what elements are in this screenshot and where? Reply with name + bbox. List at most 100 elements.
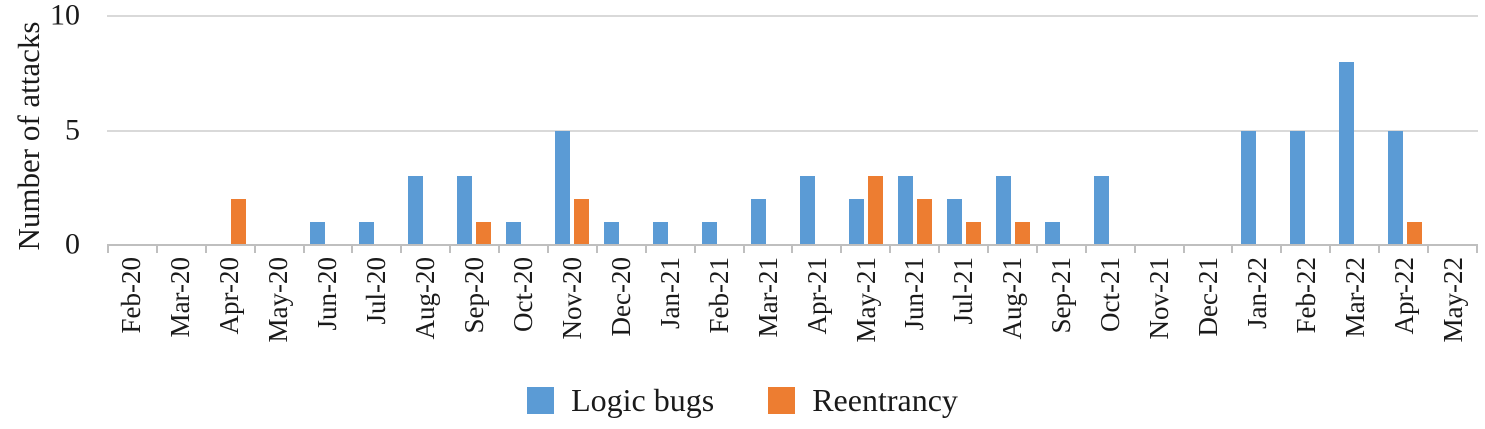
- x-label-jul-20: Jul-20: [360, 257, 391, 325]
- x-label-cell-apr-21: Apr-21: [793, 257, 842, 362]
- x-tick: [989, 246, 1038, 253]
- category-jun-20: [303, 16, 352, 245]
- bar-logic-bugs-mar-21: [751, 199, 767, 245]
- category-may-21: [842, 16, 891, 245]
- x-label-mar-22: Mar-22: [1340, 257, 1371, 338]
- x-tick: [1282, 246, 1332, 253]
- category-mar-22: [1331, 16, 1380, 245]
- x-label-jan-21: Jan-21: [654, 257, 685, 329]
- bar-reentrancy-apr-20: [231, 199, 247, 245]
- x-label-oct-20: Oct-20: [507, 257, 538, 332]
- bar-logic-bugs-feb-22: [1289, 130, 1305, 245]
- legend-swatch-logic-bugs: [527, 386, 555, 414]
- legend-label-logic-bugs: Logic bugs: [571, 382, 715, 418]
- x-label-cell-jun-21: Jun-21: [891, 257, 940, 362]
- x-tick: [158, 246, 207, 253]
- x-tick: [1233, 246, 1283, 253]
- bar-logic-bugs-oct-21: [1093, 176, 1109, 245]
- x-label-may-20: May-20: [262, 257, 293, 343]
- x-label-feb-22: Feb-22: [1291, 257, 1322, 334]
- bar-logic-bugs-sep-20: [457, 176, 473, 245]
- category-oct-21: [1086, 16, 1135, 245]
- x-tick: [305, 246, 354, 253]
- x-tick: [793, 246, 843, 253]
- x-label-aug-21: Aug-21: [997, 257, 1028, 340]
- bar-logic-bugs-jul-21: [946, 199, 962, 245]
- x-tick: [1038, 246, 1087, 253]
- bar-logic-bugs-jan-22: [1240, 130, 1256, 245]
- category-jan-22: [1233, 16, 1282, 245]
- bar-logic-bugs-jun-21: [897, 176, 913, 245]
- plot-area: [107, 15, 1478, 246]
- legend: Logic bugs Reentrancy: [0, 378, 1485, 422]
- x-label-mar-21: Mar-21: [752, 257, 783, 338]
- legend-item-logic-bugs: Logic bugs: [527, 384, 714, 416]
- x-label-mar-20: Mar-20: [164, 257, 195, 338]
- x-label-cell-nov-21: Nov-21: [1135, 257, 1184, 362]
- x-label-nov-21: Nov-21: [1144, 257, 1175, 340]
- bar-logic-bugs-jan-21: [653, 222, 669, 245]
- category-dec-20: [597, 16, 646, 245]
- x-axis-labels: Feb-20 Mar-20 Apr-20 May-20 Jun-20 Jul-20 Aug-…: [107, 257, 1478, 362]
- category-mar-21: [744, 16, 793, 245]
- x-label-cell-feb-21: Feb-21: [695, 257, 744, 362]
- y-tick-label-0: 0: [65, 227, 80, 261]
- x-axis-line: [107, 244, 1478, 246]
- legend-swatch-reentrancy: [768, 386, 796, 414]
- bar-logic-bugs-feb-21: [702, 222, 718, 245]
- bar-reentrancy-apr-22: [1406, 222, 1422, 245]
- x-label-cell-oct-20: Oct-20: [499, 257, 548, 362]
- x-label-cell-may-22: May-22: [1429, 257, 1478, 362]
- bar-logic-bugs-may-21: [849, 199, 865, 245]
- category-jan-21: [646, 16, 695, 245]
- x-tick: [842, 246, 892, 253]
- x-label-feb-20: Feb-20: [115, 257, 146, 334]
- x-label-cell-dec-20: Dec-20: [597, 257, 646, 362]
- bar-logic-bugs-nov-20: [555, 130, 571, 245]
- category-apr-21: [793, 16, 842, 245]
- x-label-cell-aug-20: Aug-20: [401, 257, 450, 362]
- x-label-cell-may-21: May-21: [842, 257, 891, 362]
- x-label-apr-21: Apr-21: [801, 257, 832, 335]
- x-tick: [940, 246, 990, 253]
- y-tick-label-10: 10: [50, 0, 80, 32]
- x-tick: [1087, 246, 1136, 253]
- category-dec-21: [1184, 16, 1233, 245]
- x-axis-ticks: [107, 246, 1478, 253]
- bars-layer: [107, 16, 1478, 245]
- legend-label-reentrancy: Reentrancy: [812, 382, 958, 418]
- x-label-dec-21: Dec-21: [1193, 257, 1224, 337]
- x-label-aug-20: Aug-20: [409, 257, 440, 340]
- category-aug-20: [401, 16, 450, 245]
- bar-reentrancy-nov-20: [574, 199, 590, 245]
- x-label-jun-21: Jun-21: [899, 257, 930, 331]
- x-label-feb-21: Feb-21: [703, 257, 734, 334]
- x-label-cell-sep-21: Sep-21: [1037, 257, 1086, 362]
- x-label-cell-mar-20: Mar-20: [156, 257, 205, 362]
- x-label-may-22: May-22: [1438, 257, 1469, 343]
- x-label-cell-may-20: May-20: [254, 257, 303, 362]
- x-tick: [647, 246, 696, 253]
- x-label-cell-jan-21: Jan-21: [646, 257, 695, 362]
- bar-reentrancy-may-21: [868, 176, 884, 245]
- x-tick: [451, 246, 501, 253]
- x-label-jan-22: Jan-22: [1242, 257, 1273, 329]
- x-tick: [207, 246, 256, 253]
- gridline-10: [107, 15, 1478, 17]
- x-tick: [598, 246, 647, 253]
- category-oct-20: [499, 16, 548, 245]
- x-label-sep-21: Sep-21: [1046, 257, 1077, 334]
- y-tick-label-5: 5: [65, 112, 80, 146]
- x-tick: [1429, 246, 1478, 253]
- x-tick: [256, 246, 305, 253]
- bar-logic-bugs-apr-22: [1387, 130, 1403, 245]
- category-apr-22: [1380, 16, 1429, 245]
- bar-logic-bugs-dec-20: [604, 222, 620, 245]
- x-label-cell-mar-21: Mar-21: [744, 257, 793, 362]
- x-label-cell-mar-22: Mar-22: [1331, 257, 1380, 362]
- x-tick: [891, 246, 941, 253]
- x-label-cell-dec-21: Dec-21: [1184, 257, 1233, 362]
- bar-logic-bugs-mar-22: [1338, 61, 1354, 245]
- x-tick: [1185, 246, 1234, 253]
